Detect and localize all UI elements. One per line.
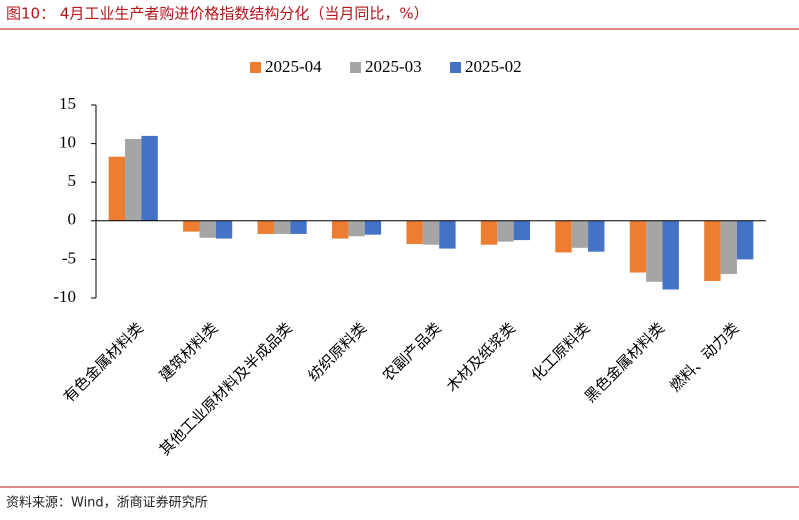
y-tick-label: 0 [68,210,77,229]
bar [513,220,531,241]
x-tick-label: 农副产品类 [379,319,445,385]
bar [183,220,200,232]
bar [555,220,572,253]
y-tick-label: 5 [68,171,77,190]
legend-swatch [350,62,361,73]
x-tick-label: 建筑材料类 [156,319,222,385]
bar [108,156,126,221]
bar [348,220,365,237]
legend-label: 2025-04 [265,57,322,76]
bar [736,220,754,260]
y-tick-label: -5 [62,248,76,267]
bar [497,220,514,242]
legend-label: 2025-03 [365,57,422,76]
x-tick-label: 其他工业原材料及半成品类 [156,319,296,459]
x-tick-label: 有色金属材料类 [60,319,147,406]
y-tick-label: 10 [59,133,76,152]
x-tick-label: 化工原料类 [528,319,594,385]
bar [720,220,737,275]
x-tick-label: 木材及纸浆类 [443,319,519,395]
chart-title: 图10： 4月工业生产者购进价格指数结构分化（当月同比，%） [6,5,429,23]
bar [257,220,274,234]
bar [480,220,498,245]
bar [588,220,605,252]
bar [199,220,216,238]
bar [331,220,349,239]
source: 资料来源：Wind，浙商证券研究所 [6,495,208,511]
bar [273,220,291,234]
bar [406,220,423,244]
bar [571,220,589,248]
bar [704,220,721,282]
bar [422,220,440,245]
bar [290,220,307,234]
x-tick-label: 燃料、动力类 [666,319,742,395]
bar [364,220,382,235]
legend-swatch [250,62,261,73]
y-tick-label: 15 [59,94,76,113]
legend-swatch [450,62,461,73]
bar [629,220,647,273]
x-tick-label: 纺织原料类 [304,319,370,385]
y-tick-label: -10 [53,287,76,306]
legend-label: 2025-02 [465,57,522,76]
bar [646,220,663,282]
bar [215,220,233,239]
bar [141,135,158,221]
x-tick-label: 黑色金属材料类 [581,319,668,406]
bar [125,138,142,221]
bar [662,220,679,290]
bar [439,220,456,249]
